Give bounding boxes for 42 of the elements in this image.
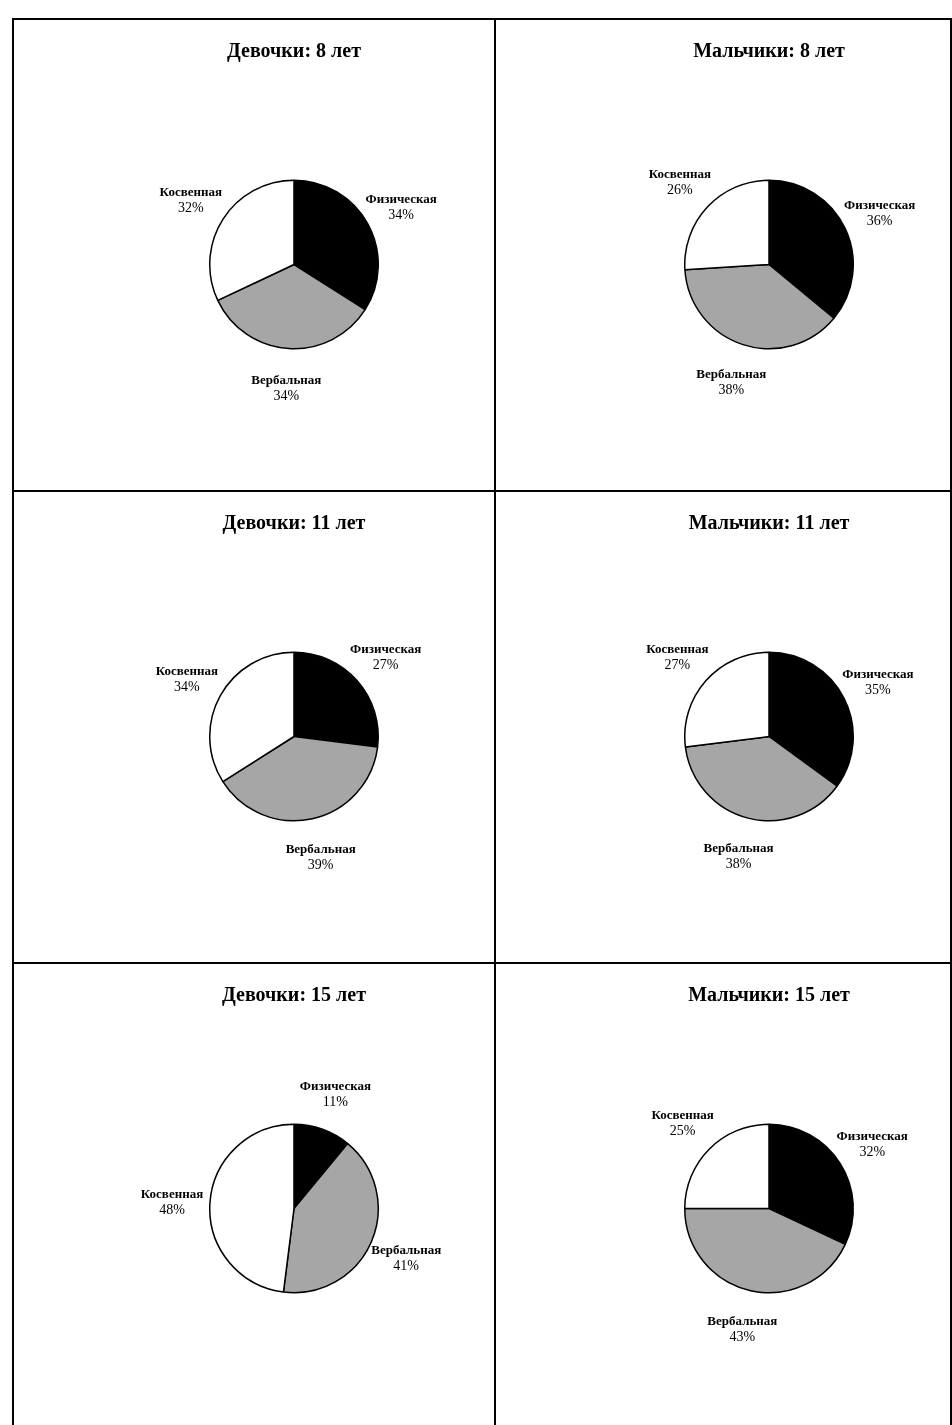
chart-title: Мальчики: 15 лет xyxy=(688,983,851,1006)
slice-label: Физическая xyxy=(836,1128,908,1143)
data-label: 38% xyxy=(718,381,745,397)
slice-label: Косвенная xyxy=(651,1107,714,1123)
slice-label: Косвенная xyxy=(155,662,219,678)
slice-label: Косвенная xyxy=(140,1185,204,1201)
data-label: 34% xyxy=(388,206,415,222)
slice-label: Вербальная xyxy=(251,371,322,387)
slice-label: Физическая xyxy=(365,190,437,206)
chart-title: Девочки: 11 лет xyxy=(222,511,366,535)
slice-label: Физическая xyxy=(299,1078,372,1094)
data-label: 39% xyxy=(307,856,334,872)
data-label: 48% xyxy=(159,1201,186,1217)
data-label: 35% xyxy=(865,682,892,697)
chart-title: Мальчики: 11 лет xyxy=(688,511,850,534)
slice-label: Физическая xyxy=(350,640,422,656)
data-label: 27% xyxy=(664,656,691,672)
slice-label: Вербальная xyxy=(707,1312,778,1328)
data-label: 34% xyxy=(273,387,300,403)
slice-label: Косвенная xyxy=(648,165,712,181)
data-label: 27% xyxy=(372,656,399,672)
data-label: 43% xyxy=(729,1328,756,1344)
slice-label: Вербальная xyxy=(371,1242,442,1258)
chart-title: Девочки: 15 лет xyxy=(222,983,367,1007)
slice-label: Вербальная xyxy=(285,840,356,856)
data-label: 36% xyxy=(866,213,893,229)
slice-label: Физическая xyxy=(842,666,914,681)
data-label: 38% xyxy=(725,855,752,871)
data-label: 11% xyxy=(322,1094,349,1110)
data-label: 34% xyxy=(174,678,201,694)
data-label: 32% xyxy=(177,200,204,215)
data-label: 26% xyxy=(667,181,694,197)
data-label: 41% xyxy=(393,1258,420,1274)
chart-title: Мальчики: 8 лет xyxy=(693,39,846,62)
data-label: 25% xyxy=(669,1123,696,1139)
slice-label: Косвенная xyxy=(159,184,222,199)
chart-title: Девочки: 8 лет xyxy=(227,39,362,63)
slice-label: Вербальная xyxy=(696,365,767,381)
slice-label: Косвенная xyxy=(646,640,709,656)
data-label: 32% xyxy=(859,1144,886,1159)
slice-label: Физическая xyxy=(844,197,916,213)
slice-label: Вербальная xyxy=(703,839,774,855)
